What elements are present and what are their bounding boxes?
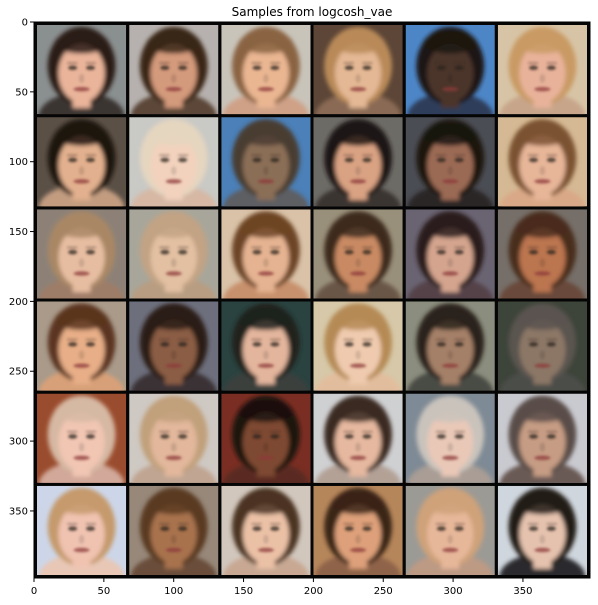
y-tick-label: 350 (9, 506, 28, 517)
face-tile (313, 485, 403, 576)
face-tile (405, 117, 495, 207)
face-tile (405, 209, 495, 299)
x-tick-label: 300 (444, 586, 463, 597)
face-tile (497, 485, 587, 576)
face-tile (313, 117, 403, 207)
x-axis: 0 50 100 150 200 250 300 350 (31, 578, 532, 597)
face-tile (313, 25, 403, 115)
face-tile (221, 117, 311, 207)
y-tick-label: 50 (15, 87, 28, 98)
face-tile (129, 485, 219, 576)
face-tile (221, 25, 311, 115)
face-tile (129, 117, 219, 207)
y-axis: 0 50 100 150 200 250 300 350 (9, 18, 34, 517)
x-tick-label: 200 (304, 586, 323, 597)
face-tile (37, 393, 127, 483)
face-tile (221, 209, 311, 299)
face-tile (37, 117, 127, 207)
face-tile (313, 301, 403, 391)
face-tile (497, 117, 587, 207)
y-tick-label: 250 (9, 367, 28, 378)
face-tile (497, 301, 587, 391)
figure-title: Samples from logcosh_vae (232, 5, 393, 19)
face-tile (37, 301, 127, 391)
face-tile (129, 209, 219, 299)
face-tile (405, 485, 495, 576)
y-tick-label: 150 (9, 227, 28, 238)
face-tile (129, 393, 219, 483)
face-tile (129, 301, 219, 391)
grid-background (34, 22, 590, 578)
face-tile (405, 301, 495, 391)
y-tick-label: 300 (9, 437, 28, 448)
y-tick-label: 100 (9, 157, 28, 168)
y-tick-label: 200 (9, 297, 28, 308)
face-tile (129, 25, 219, 115)
face-tile (37, 209, 127, 299)
x-tick-label: 150 (234, 586, 253, 597)
face-tile (313, 393, 403, 483)
face-tile (405, 393, 495, 483)
plot-frame (33, 21, 591, 579)
image-grid (34, 22, 590, 578)
face-tile (497, 209, 587, 299)
face-tile (497, 25, 587, 115)
x-tick-label: 0 (31, 586, 37, 597)
face-tile (221, 485, 311, 576)
x-tick-label: 50 (97, 586, 110, 597)
y-tick-label: 0 (22, 18, 28, 29)
x-tick-label: 350 (513, 586, 532, 597)
face-tile (221, 393, 311, 483)
face-tile (497, 393, 587, 483)
x-tick-label: 100 (164, 586, 183, 597)
x-tick-label: 250 (374, 586, 393, 597)
face-tile (405, 25, 495, 115)
face-tile (37, 25, 127, 115)
face-tile (313, 209, 403, 299)
face-tile (221, 301, 311, 391)
face-tile (37, 485, 127, 576)
